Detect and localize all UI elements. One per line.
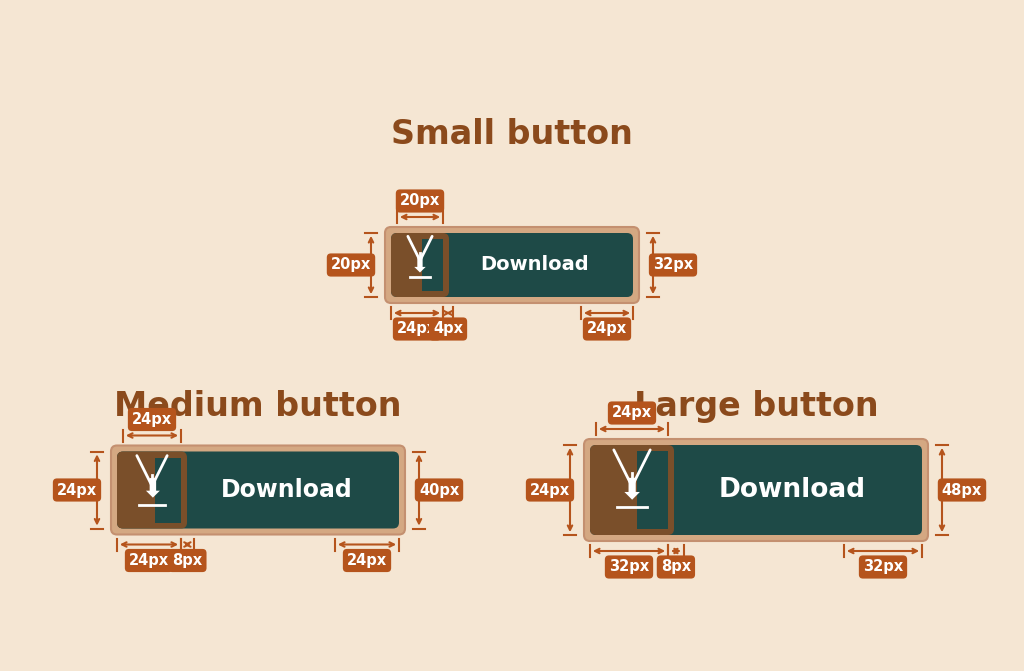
Text: 24px: 24px [397,321,437,336]
Text: 32px: 32px [653,258,693,272]
FancyBboxPatch shape [590,445,922,535]
Text: ⬇: ⬇ [620,476,644,504]
Text: 24px: 24px [129,553,169,568]
Text: 24px: 24px [530,482,570,497]
FancyBboxPatch shape [111,446,406,535]
FancyBboxPatch shape [391,233,633,297]
FancyBboxPatch shape [584,439,928,541]
Text: 8px: 8px [172,553,203,568]
Text: Medium button: Medium button [115,390,401,423]
Text: 20px: 20px [400,193,440,209]
Text: ⬇: ⬇ [411,255,429,275]
Text: Large button: Large button [634,390,879,423]
Text: Download: Download [221,478,353,502]
FancyBboxPatch shape [117,452,399,529]
Text: 8px: 8px [660,560,691,574]
FancyBboxPatch shape [117,452,187,529]
Text: 4px: 4px [433,321,463,336]
Bar [155,458,181,523]
Text: 48px: 48px [942,482,982,497]
Text: 24px: 24px [587,321,627,336]
FancyBboxPatch shape [391,233,449,297]
FancyBboxPatch shape [590,445,674,535]
Text: 20px: 20px [331,258,371,272]
Text: Small button: Small button [391,118,633,151]
Text: 24px: 24px [57,482,97,497]
Bar [422,239,443,291]
Text: 24px: 24px [347,553,387,568]
Text: 32px: 32px [609,560,649,574]
Text: 24px: 24px [132,412,172,427]
Text: 40px: 40px [419,482,459,497]
Text: 32px: 32px [863,560,903,574]
Text: Download: Download [480,256,590,274]
Text: Download: Download [719,477,865,503]
Bar [637,451,668,529]
FancyBboxPatch shape [385,227,639,303]
Text: ⬇: ⬇ [141,477,163,503]
Text: 24px: 24px [612,405,652,421]
